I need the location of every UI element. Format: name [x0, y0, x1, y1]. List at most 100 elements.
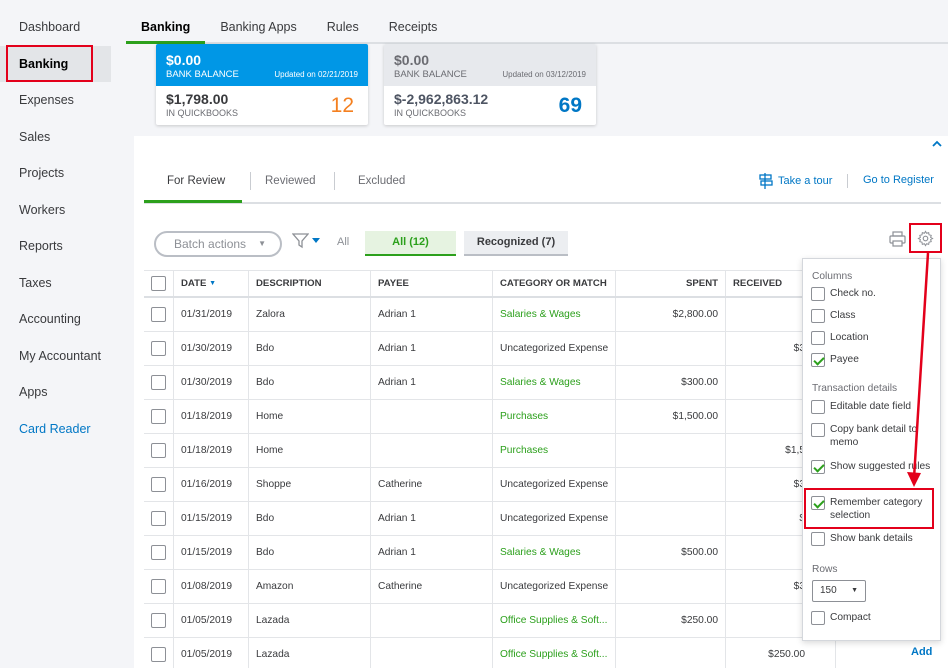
bank-account-card[interactable]: $0.00 BANK BALANCE Updated on 02/21/2019… [156, 44, 368, 125]
description-header[interactable]: DESCRIPTION [249, 271, 371, 296]
location-checkbox[interactable] [811, 331, 825, 345]
funnel-icon [292, 233, 309, 249]
check-no-checkbox[interactable] [811, 287, 825, 301]
category-cell[interactable]: Purchases [493, 400, 616, 433]
editable-date-field-option[interactable]: Editable date field [811, 400, 937, 414]
date-cell: 01/18/2019 [174, 400, 249, 433]
go-to-register-link[interactable]: Go to Register [863, 174, 934, 186]
recognized-filter-pill[interactable]: Recognized (7) [464, 231, 568, 256]
row-checkbox[interactable] [151, 511, 166, 526]
row-checkbox[interactable] [151, 341, 166, 356]
row-checkbox[interactable] [151, 443, 166, 458]
remember-category-selection-option[interactable]: Remember category selection [811, 496, 937, 522]
copy-bank-detail-to-memo-checkbox[interactable] [811, 423, 825, 437]
sidebar-item-workers[interactable]: Workers [19, 202, 66, 217]
table-row[interactable]: 01/31/2019 Zalora Adrian 1 Salaries & Wages… [144, 298, 941, 332]
payee-header[interactable]: PAYEE [371, 271, 493, 296]
tab-for-review[interactable]: For Review [167, 175, 226, 187]
compact-option[interactable]: Compact [811, 611, 937, 625]
rows-per-page-select[interactable]: 150 ▼ [812, 580, 866, 602]
date-header[interactable]: DATE ▼ [174, 271, 249, 296]
tab-banking-apps[interactable]: Banking Apps [220, 20, 297, 34]
tab-receipts[interactable]: Receipts [388, 20, 438, 34]
date-cell: 01/30/2019 [174, 366, 249, 399]
sidebar-item-apps[interactable]: Apps [19, 385, 48, 399]
category-cell[interactable]: Salaries & Wages [493, 366, 616, 399]
all-filter-pill[interactable]: All (12) [365, 231, 456, 256]
compact-checkbox[interactable] [811, 611, 825, 625]
take-tour-link[interactable]: Take a tour [758, 173, 832, 189]
tab-rules[interactable]: Rules [326, 20, 359, 34]
spent-header[interactable]: SPENT [616, 271, 726, 296]
class-option[interactable]: Class [811, 309, 937, 323]
table-row[interactable]: 01/15/2019 Bdo Adrian 1 Salaries & Wages $50… [144, 536, 941, 570]
tab-banking[interactable]: Banking [126, 11, 206, 44]
sidebar-item-card-reader[interactable]: Card Reader [19, 421, 91, 436]
row-checkbox[interactable] [151, 375, 166, 390]
row-select-cell [144, 332, 174, 365]
row-checkbox[interactable] [151, 647, 166, 662]
table-row[interactable]: 01/16/2019 Shoppe Catherine Uncategorized E… [144, 468, 941, 502]
payee-cell: Adrian 1 [371, 366, 493, 399]
filter-button[interactable] [292, 233, 320, 249]
remember-category-selection-checkbox[interactable] [811, 496, 825, 510]
date-cell: 01/15/2019 [174, 536, 249, 569]
category-header[interactable]: CATEGORY OR MATCH [493, 271, 616, 296]
batch-actions-button[interactable]: Batch actions ▼ [154, 231, 282, 257]
category-cell[interactable]: Salaries & Wages [493, 536, 616, 569]
sidebar-item-accounting[interactable]: Accounting [19, 312, 81, 326]
row-checkbox[interactable] [151, 409, 166, 424]
row-checkbox[interactable] [151, 545, 166, 560]
category-cell[interactable]: Purchases [493, 434, 616, 467]
sidebar-item-dashboard[interactable]: Dashboard [19, 20, 81, 34]
payee-option[interactable]: Payee [811, 353, 937, 367]
sidebar-item-taxes[interactable]: Taxes [19, 275, 52, 290]
sidebar-item-expenses[interactable]: Expenses [19, 93, 74, 107]
spent-cell [616, 638, 726, 668]
print-icon[interactable] [889, 231, 906, 250]
table-row[interactable]: 01/30/2019 Bdo Adrian 1 Salaries & Wages $30… [144, 366, 941, 400]
row-checkbox[interactable] [151, 307, 166, 322]
category-cell[interactable]: Salaries & Wages [493, 298, 616, 331]
sidebar-item-projects[interactable]: Projects [19, 166, 65, 180]
collapse-chevron-up-icon[interactable] [926, 136, 948, 154]
category-cell[interactable]: Uncategorized Expense [493, 570, 616, 603]
show-bank-details-checkbox[interactable] [811, 532, 825, 546]
sidebar-item-sales[interactable]: Sales [19, 129, 51, 144]
payee-cell [371, 434, 493, 467]
category-cell[interactable]: Uncategorized Expense [493, 332, 616, 365]
add-link[interactable]: Add [911, 646, 933, 658]
row-select-cell [144, 434, 174, 467]
table-row[interactable]: 01/18/2019 Home Purchases $1,5 [144, 434, 941, 468]
category-cell[interactable]: Office Supplies & Soft... [493, 638, 616, 668]
row-checkbox[interactable] [151, 579, 166, 594]
row-checkbox[interactable] [151, 477, 166, 492]
gear-icon[interactable] [917, 230, 934, 250]
spent-cell: $250.00 [616, 604, 726, 637]
check-no-option[interactable]: Check no. [811, 287, 937, 301]
copy-bank-detail-to-memo-option[interactable]: Copy bank detail to memo [811, 423, 937, 449]
show-suggested-rules-option[interactable]: Show suggested rules [811, 460, 937, 474]
review-count: 69 [558, 94, 582, 117]
sidebar-item-reports[interactable]: Reports [19, 239, 63, 253]
category-cell[interactable]: Uncategorized Expense [493, 502, 616, 535]
tab-excluded[interactable]: Excluded [358, 175, 406, 187]
class-checkbox[interactable] [811, 309, 825, 323]
sidebar-item-my-accountant[interactable]: My Accountant [19, 348, 101, 363]
row-checkbox[interactable] [151, 613, 166, 628]
bank-account-card[interactable]: $0.00 BANK BALANCE Updated on 03/12/2019… [384, 44, 596, 125]
location-option[interactable]: Location [811, 331, 937, 345]
show-bank-details-option[interactable]: Show bank details [811, 532, 937, 546]
category-cell[interactable]: Uncategorized Expense [493, 468, 616, 501]
table-row[interactable]: 01/30/2019 Bdo Adrian 1 Uncategorized Expen… [144, 332, 941, 366]
sidebar-item-banking[interactable]: Banking [0, 45, 111, 82]
date-cell: 01/31/2019 [174, 298, 249, 331]
tab-reviewed[interactable]: Reviewed [265, 175, 316, 187]
category-cell[interactable]: Office Supplies & Soft... [493, 604, 616, 637]
show-suggested-rules-checkbox[interactable] [811, 460, 825, 474]
payee-checkbox[interactable] [811, 353, 825, 367]
payee-label: Payee [830, 354, 859, 365]
editable-date-field-checkbox[interactable] [811, 400, 825, 414]
table-row[interactable]: 01/05/2019 Lazada Office Supplies & Soft..… [144, 638, 941, 668]
select-all-checkbox[interactable] [151, 276, 166, 291]
